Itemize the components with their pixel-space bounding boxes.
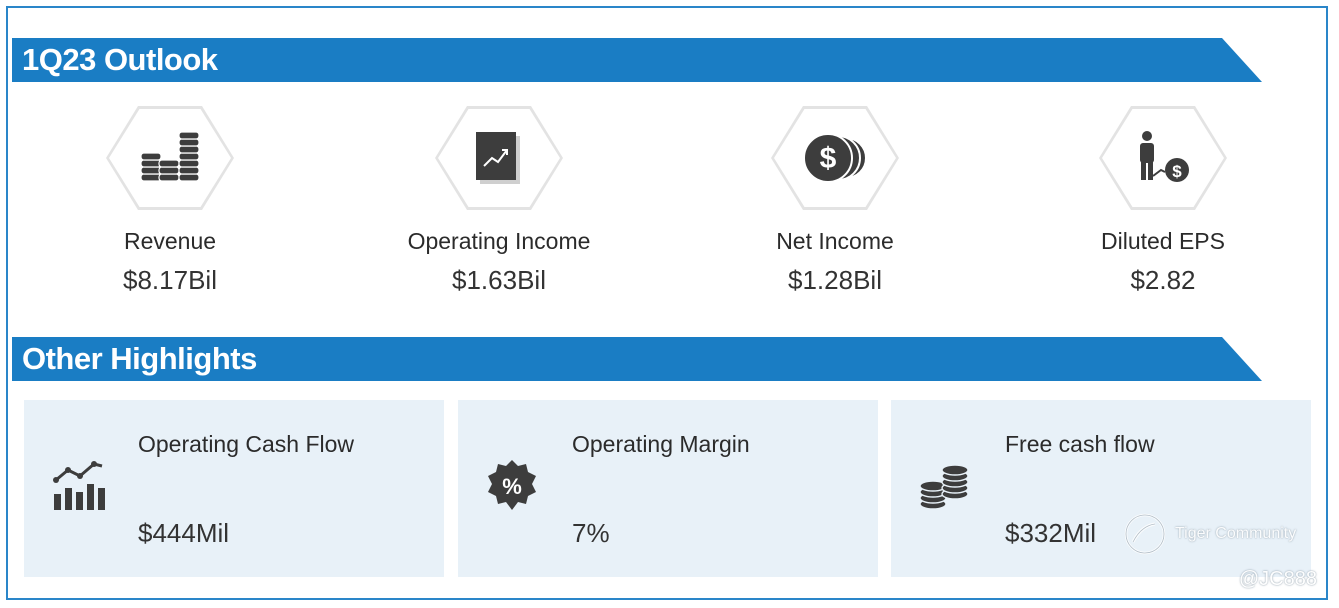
dollar-coins-icon: $ — [803, 133, 867, 183]
metric-label: Operating Income — [407, 228, 591, 254]
growth-report-icon — [476, 132, 520, 184]
highlights-banner: Other Highlights — [12, 337, 1262, 381]
metric-diluted-eps: $ Diluted EPS $2.82 — [1033, 106, 1293, 296]
svg-text:$: $ — [820, 142, 837, 175]
card-value: $444Mil — [138, 518, 230, 548]
person-dollar-icon: $ — [1140, 131, 1189, 182]
hexagon-badge: $ — [1099, 106, 1227, 210]
watermark: Tiger Community — [1123, 512, 1323, 556]
metric-label: Net Income — [776, 228, 894, 254]
metric-label: Revenue — [123, 228, 217, 254]
svg-text:%: % — [502, 474, 522, 499]
metric-value: $2.82 — [1130, 265, 1196, 295]
metric-operating-income: Operating Income $1.63Bil — [369, 106, 629, 296]
coin-stacks-icon — [919, 464, 969, 510]
coin-stacks-icon — [140, 131, 200, 182]
metric-value: $1.63Bil — [452, 265, 546, 295]
watermark-brand: Tiger Community — [1175, 525, 1297, 542]
highlight-card-operating-margin: % Operating Margin 7% — [458, 400, 878, 577]
card-value: $332Mil — [1005, 518, 1097, 548]
highlight-card-operating-cash-flow: Operating Cash Flow $444Mil — [24, 400, 444, 577]
bar-line-chart-icon — [53, 461, 105, 510]
metric-value: $1.28Bil — [788, 265, 882, 295]
metric-net-income: $ Net Income $1.28Bil — [705, 106, 965, 296]
card-label: Operating Margin — [572, 431, 750, 457]
highlights-title: Other Highlights — [22, 341, 257, 376]
metric-value: $8.17Bil — [123, 265, 217, 295]
card-label: Operating Cash Flow — [138, 431, 355, 457]
metric-revenue: Revenue $8.17Bil — [40, 106, 300, 296]
svg-text:$: $ — [1172, 162, 1182, 181]
hexagon-badge: $ — [771, 106, 899, 210]
outlook-banner: 1Q23 Outlook — [12, 38, 1262, 82]
metric-label: Diluted EPS — [1100, 228, 1225, 254]
highlight-card-free-cash-flow: Free cash flow $332Mil — [891, 400, 1311, 577]
card-label: Free cash flow — [1005, 431, 1155, 457]
card-value: 7% — [572, 518, 610, 548]
tiger-logo-icon — [1124, 513, 1166, 555]
hexagon-badge — [435, 106, 563, 210]
hexagon-badge — [106, 106, 234, 210]
watermark-handle: @JC888 — [1238, 568, 1317, 590]
percent-badge-icon: % — [488, 460, 536, 510]
outlook-title: 1Q23 Outlook — [22, 42, 218, 77]
